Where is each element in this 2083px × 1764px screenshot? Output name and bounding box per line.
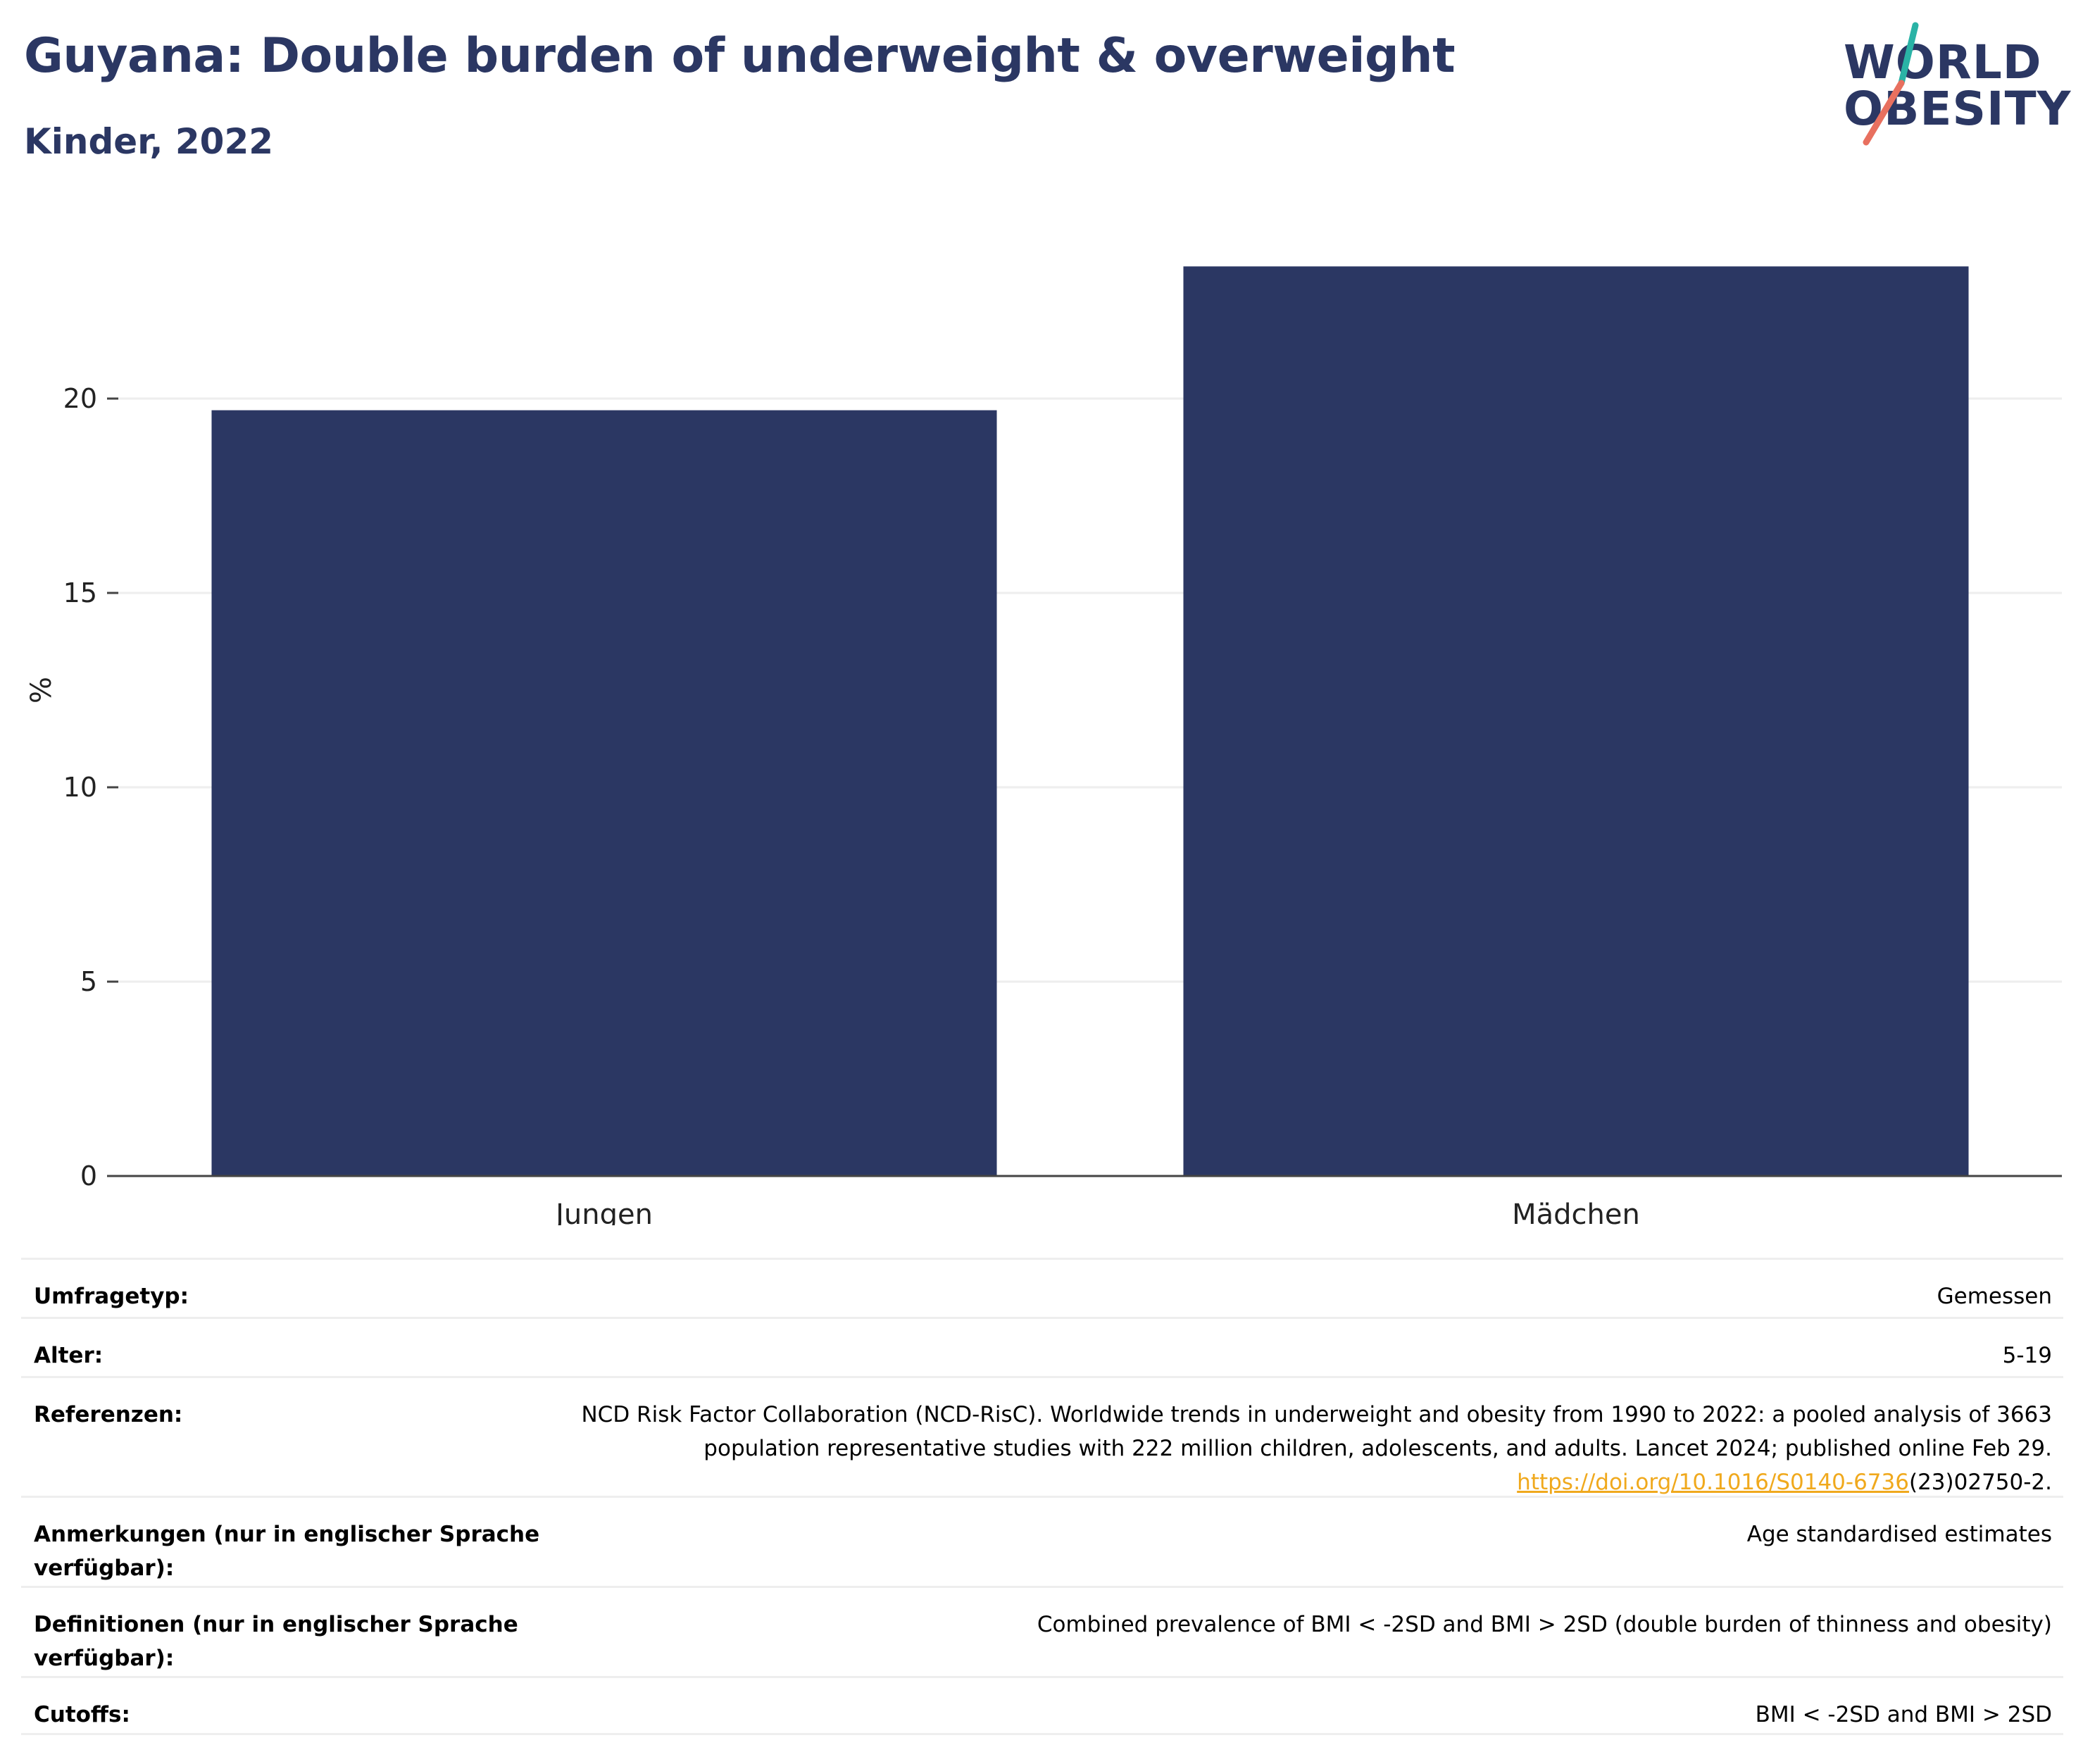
x-tick-label: Jungen <box>553 1199 653 1225</box>
meta-value: Age standardised estimates <box>555 1518 2052 1551</box>
page-title: Guyana: Double burden of underweight & o… <box>24 28 1456 84</box>
bar-jungen <box>211 410 997 1176</box>
meta-value: NCD Risk Factor Collaboration (NCD-RisC)… <box>555 1398 2052 1499</box>
meta-label: Definitionen (nur in englischer Sprache … <box>34 1612 518 1671</box>
meta-value-text: Age standardised estimates <box>1746 1522 2052 1547</box>
y-tick-label: 0 <box>80 1161 97 1191</box>
logo-slash-icon <box>1863 22 1919 146</box>
meta-value-text: 5-19 <box>2002 1343 2052 1368</box>
meta-value-text: Combined prevalence of BMI < -2SD and BM… <box>1037 1612 2052 1637</box>
y-axis-label: % <box>25 677 58 703</box>
y-tick-label: 15 <box>63 577 97 608</box>
x-tick-labels: Jungen Mädchen <box>553 1199 1640 1225</box>
page-subtitle: Kinder, 2022 <box>24 121 274 162</box>
meta-label: Cutoffs: <box>34 1702 130 1727</box>
meta-value-text: Gemessen <box>1937 1284 2052 1309</box>
bar-mädchen <box>1183 266 1969 1176</box>
meta-row: Definitionen (nur in englischer Sprache … <box>21 1586 2063 1676</box>
meta-value: 5-19 <box>555 1339 2052 1372</box>
meta-label: Anmerkungen (nur in englischer Sprache v… <box>34 1522 540 1581</box>
logo-text-obesity: OBESITY <box>1844 82 2072 136</box>
meta-value-text: BMI < -2SD and BMI > 2SD <box>1755 1702 2052 1727</box>
meta-value-text: NCD Risk Factor Collaboration (NCD-RisC)… <box>581 1402 2052 1461</box>
logo-text-world: WORLD <box>1844 35 2042 89</box>
doi-link[interactable]: https://doi.org/10.1016/S0140-6736 <box>1517 1470 1909 1495</box>
doi-suffix: (23)02750-2. <box>1908 1470 2052 1495</box>
meta-label: Alter: <box>34 1343 104 1368</box>
x-tick-label: Mädchen <box>1512 1199 1640 1225</box>
meta-value: Gemessen <box>555 1280 2052 1313</box>
meta-row: Referenzen: NCD Risk Factor Collaboration… <box>21 1376 2063 1496</box>
y-ticks: 0 5 10 15 20 <box>63 383 118 1191</box>
meta-label: Referenzen: <box>34 1402 183 1427</box>
meta-row: Anmerkungen (nur in englischer Sprache v… <box>21 1496 2063 1586</box>
metadata-table: Umfragetyp: Gemessen Alter: 5-19 Referenzen:… <box>21 1258 2063 1735</box>
bars <box>211 266 1969 1176</box>
meta-value: BMI < -2SD and BMI > 2SD <box>555 1698 2052 1732</box>
y-tick-label: 20 <box>63 383 97 414</box>
meta-row: Cutoffs: BMI < -2SD and BMI > 2SD <box>21 1676 2063 1735</box>
meta-value: Combined prevalence of BMI < -2SD and BM… <box>555 1608 2052 1641</box>
meta-row: Alter: 5-19 <box>21 1317 2063 1376</box>
y-tick-label: 5 <box>80 966 97 997</box>
bar-chart: 0 5 10 15 20 Jungen Mädchen % <box>25 266 2062 1225</box>
y-tick-label: 10 <box>63 772 97 803</box>
meta-label: Umfragetyp: <box>34 1284 189 1309</box>
meta-row: Umfragetyp: Gemessen <box>21 1258 2063 1317</box>
world-obesity-logo: WORLD OBESITY <box>1838 21 2070 148</box>
